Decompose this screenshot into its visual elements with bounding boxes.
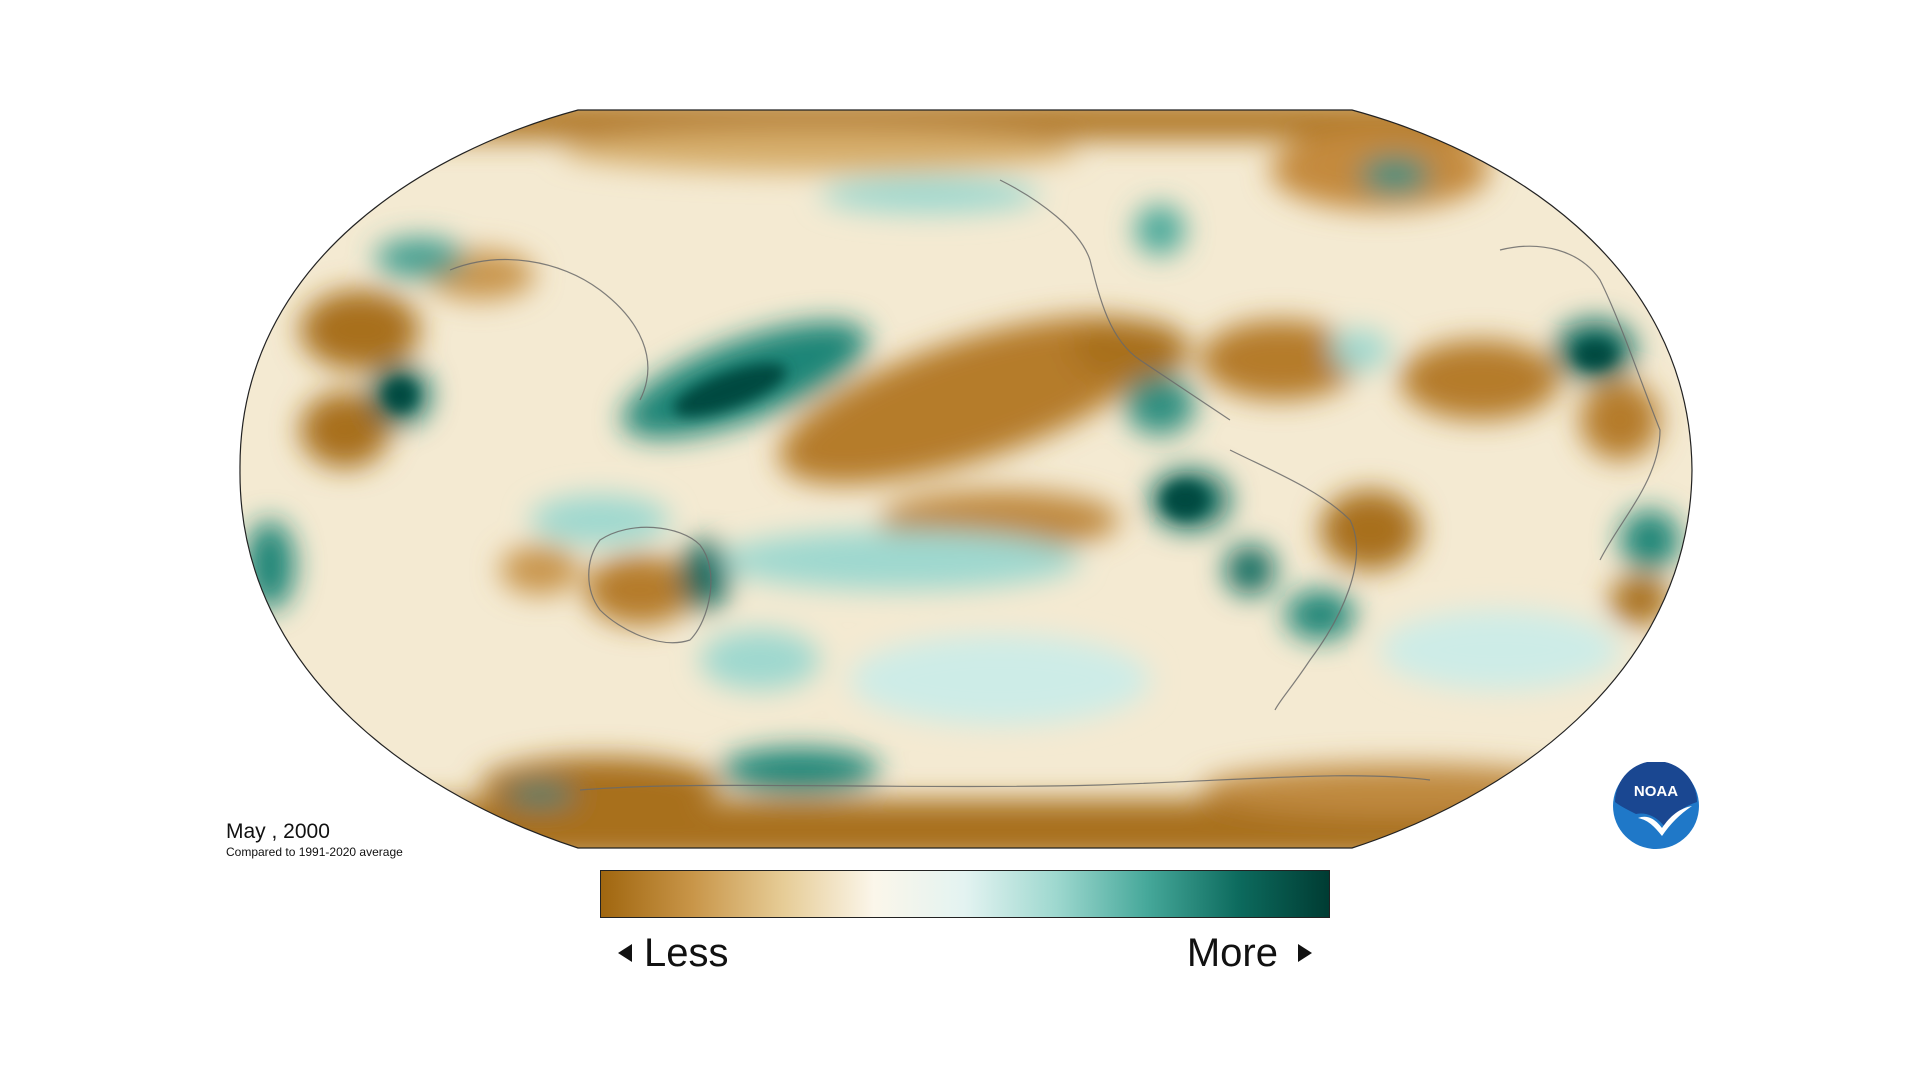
- noaa-logo-text: NOAA: [1634, 783, 1678, 800]
- less-legend: Less: [618, 925, 729, 981]
- anomaly-field: [239, 110, 1692, 848]
- map-date: May , 2000: [226, 820, 330, 843]
- map-baseline-note: Compared to 1991-2020 average: [226, 845, 403, 859]
- color-scale-bar: [600, 870, 1330, 918]
- right-arrow-icon: [1298, 944, 1312, 962]
- globe-outline: [239, 109, 1693, 849]
- left-arrow-icon: [618, 944, 632, 962]
- more-label: More: [1186, 931, 1278, 975]
- less-label: Less: [644, 931, 729, 975]
- more-legend: More: [1187, 925, 1312, 981]
- color-scale-labels: Less More: [600, 925, 1330, 981]
- noaa-logo: NOAA: [1613, 762, 1699, 849]
- map-caption: May , 2000 Compared to 1991-2020 average: [226, 820, 403, 860]
